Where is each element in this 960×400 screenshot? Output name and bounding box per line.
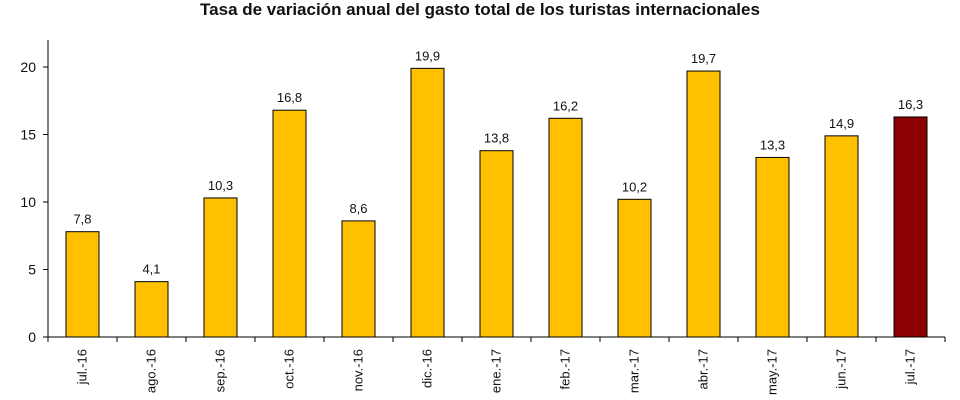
y-tick-label: 0 xyxy=(28,329,36,345)
data-label: 8,6 xyxy=(349,201,367,216)
bar-ene-17 xyxy=(479,150,514,338)
bar-jul-16 xyxy=(65,231,100,338)
x-tick-label: ago.-16 xyxy=(144,349,159,393)
x-tick-label: feb.-17 xyxy=(558,349,573,389)
chart-title: Tasa de variación anual del gasto total … xyxy=(200,0,760,19)
data-label: 13,3 xyxy=(760,137,785,152)
y-tick-label: 15 xyxy=(20,127,36,143)
data-label: 19,7 xyxy=(691,51,716,66)
bar-jun-17 xyxy=(824,135,859,338)
bar-dic-16 xyxy=(410,67,445,338)
data-label: 7,8 xyxy=(73,212,91,227)
bar-oct-16 xyxy=(272,109,307,338)
data-label: 14,9 xyxy=(829,116,854,131)
bar-series xyxy=(65,67,928,338)
bar-mar-17 xyxy=(617,198,652,338)
x-tick-label: mar.-17 xyxy=(627,349,642,393)
x-tick-label: nov.-16 xyxy=(351,349,366,391)
x-tick-label: jul.-17 xyxy=(903,349,918,385)
data-labels: 7,8 4,1 10,3 16,8 8,6 19,9 13,8 16,2 10,2 19,7 13,… xyxy=(73,48,923,276)
x-tick-label: sep.-16 xyxy=(213,349,228,392)
bar-nov-16 xyxy=(341,220,376,338)
data-label: 16,8 xyxy=(277,90,302,105)
bar-jul-17 xyxy=(893,116,928,338)
data-label: 16,3 xyxy=(898,97,923,112)
data-label: 10,2 xyxy=(622,179,647,194)
x-tick-label: may.-17 xyxy=(765,349,780,395)
x-tick-labels: jul.-16 ago.-16 sep.-16 oct.-16 nov.-16 dic.-… xyxy=(75,349,918,395)
bar-feb-17 xyxy=(548,117,583,338)
bar-sep-16 xyxy=(203,197,238,338)
x-tick-label: jul.-16 xyxy=(75,349,90,385)
bar-may-17 xyxy=(755,156,790,338)
y-tick-label: 5 xyxy=(28,262,36,278)
x-tick-label: abr.-17 xyxy=(696,349,711,389)
data-label: 16,2 xyxy=(553,98,578,113)
y-tick-label: 20 xyxy=(20,59,36,75)
x-tick-label: ene.-17 xyxy=(489,349,504,393)
x-tick-label: jun.-17 xyxy=(834,349,849,390)
x-tick-label: oct.-16 xyxy=(282,349,297,389)
x-tick-label: dic.-16 xyxy=(420,349,435,388)
data-label: 4,1 xyxy=(142,262,160,277)
y-tick-label: 10 xyxy=(20,194,36,210)
bar-abr-17 xyxy=(686,70,721,338)
data-label: 19,9 xyxy=(415,48,440,63)
data-label: 10,3 xyxy=(208,178,233,193)
bar-ago-16 xyxy=(134,281,169,338)
data-label: 13,8 xyxy=(484,131,509,146)
